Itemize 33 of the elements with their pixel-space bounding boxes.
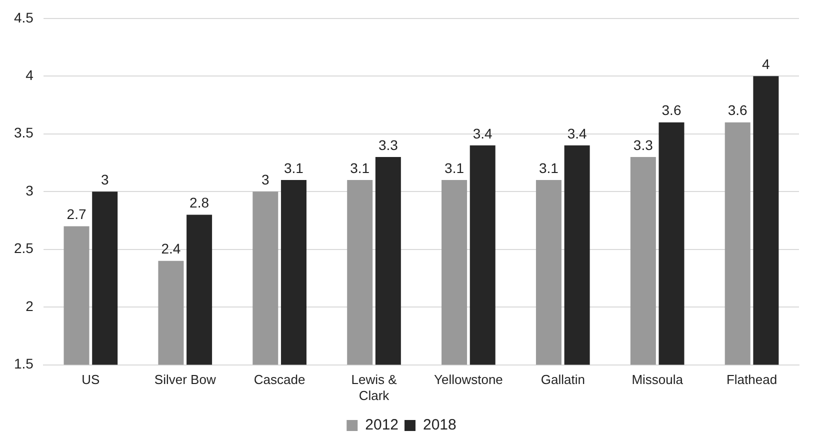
y-tick-label: 1.5	[14, 356, 34, 372]
data-label: 3.1	[284, 160, 304, 176]
data-label: 3.4	[472, 125, 493, 142]
y-tick-label: 2.5	[14, 240, 34, 256]
x-tick-label: Silver Bow	[154, 372, 216, 388]
data-label: 3	[100, 171, 109, 188]
data-label: 3.6	[662, 102, 682, 118]
data-label: 2.4	[161, 240, 181, 257]
x-tick-label: US	[82, 372, 100, 388]
data-label: 3.3	[633, 136, 654, 153]
legend-label: 2012	[365, 416, 399, 434]
data-label: 4	[762, 56, 770, 72]
data-label: 2.7	[66, 206, 86, 222]
x-tick-label: Missoula	[632, 372, 684, 388]
data-label: 3.3	[378, 136, 398, 153]
x-tick-label: Flathead	[726, 372, 778, 388]
data-label: 3.1	[350, 160, 370, 176]
data-label: 3.1	[538, 160, 559, 176]
legend-label: 2018	[423, 416, 456, 434]
x-tick-label: Cascade	[254, 372, 306, 388]
y-tick-label: 3.5	[14, 124, 34, 141]
y-tick-label: 3	[26, 182, 34, 198]
y-tick-label: 2	[26, 298, 34, 314]
x-tick-label: Yellowstone	[434, 372, 503, 388]
data-label: 3.1	[444, 160, 464, 176]
y-tick-label: 4	[26, 66, 34, 83]
data-label: 3.4	[567, 125, 587, 142]
data-label: 3.6	[728, 102, 748, 118]
y-tick-label: 4.5	[14, 9, 34, 26]
data-label: 3	[262, 171, 270, 188]
data-label: 2.8	[190, 194, 210, 211]
x-tick-label: Gallatin	[540, 372, 585, 388]
x-tick-label: Lewis & Clark	[351, 372, 398, 403]
